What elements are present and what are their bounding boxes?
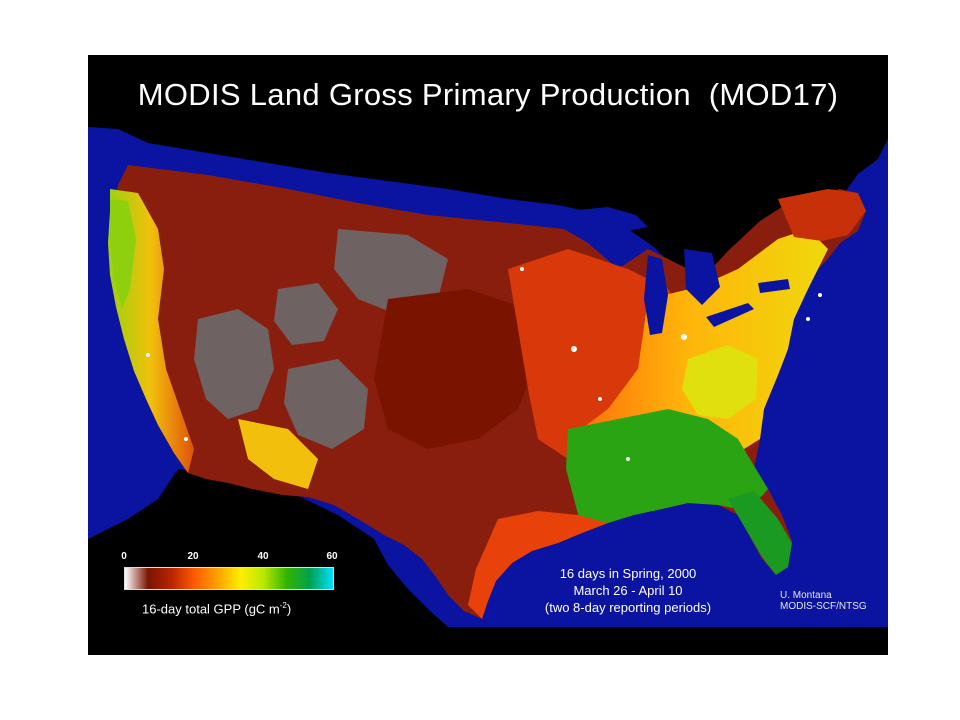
lake-erie bbox=[706, 303, 754, 327]
northeast-red bbox=[778, 189, 866, 241]
city-dot bbox=[184, 437, 188, 441]
pacific-green bbox=[110, 199, 136, 309]
legend-caption: 16-day total GPP (gC m-2) bbox=[142, 601, 291, 616]
barren-wyoming bbox=[274, 283, 338, 345]
lake-superior bbox=[568, 207, 648, 231]
gpp-map bbox=[88, 119, 888, 627]
gpp-legend: 0 20 40 60 16-day total GPP (gC m-2) bbox=[116, 551, 376, 631]
legend-tick: 40 bbox=[257, 551, 269, 562]
legend-caption-main: 16-day total GPP (gC m bbox=[142, 601, 280, 617]
city-dot bbox=[681, 334, 687, 340]
period-note: 16 days in Spring, 2000 March 26 - April… bbox=[528, 565, 728, 616]
city-dot bbox=[598, 397, 602, 401]
legend-caption-close: ) bbox=[286, 601, 292, 617]
city-dot bbox=[626, 457, 630, 461]
city-dot bbox=[146, 353, 150, 357]
lake-michigan bbox=[644, 255, 668, 335]
barren-high-plains bbox=[334, 229, 448, 315]
southeast-green bbox=[566, 409, 768, 529]
lake-ontario bbox=[758, 279, 790, 293]
legend-color-bar bbox=[124, 567, 334, 590]
legend-tick: 20 bbox=[187, 551, 199, 562]
credit: U. Montana MODIS-SCF/NTSG bbox=[780, 590, 867, 612]
barren-four-corners bbox=[284, 359, 368, 449]
credit-line: MODIS-SCF/NTSG bbox=[780, 601, 867, 612]
city-dot bbox=[806, 317, 810, 321]
legend-tick: 60 bbox=[326, 551, 338, 562]
florida-green bbox=[728, 491, 792, 575]
city-dot bbox=[571, 346, 577, 352]
city-dot bbox=[818, 293, 822, 297]
credit-line: U. Montana bbox=[780, 590, 832, 601]
appalachia-yellow bbox=[682, 345, 758, 419]
legend-tick: 0 bbox=[121, 551, 127, 562]
lake-huron bbox=[684, 249, 720, 305]
legend-caption-exponent: -2 bbox=[279, 601, 287, 610]
slide: MODIS Land Gross Primary Production (MOD… bbox=[88, 55, 888, 655]
slide-title: MODIS Land Gross Primary Production (MOD… bbox=[137, 77, 839, 112]
barren-great-basin bbox=[194, 309, 274, 419]
city-dot bbox=[520, 267, 524, 271]
plains-dark bbox=[374, 289, 538, 449]
period-line: March 26 - April 10 bbox=[573, 583, 683, 598]
map-svg bbox=[88, 119, 888, 627]
sierra-yellow bbox=[238, 419, 318, 489]
gulf-coast bbox=[468, 511, 608, 619]
period-line: 16 days in Spring, 2000 bbox=[559, 566, 697, 581]
period-line: (two 8-day reporting periods) bbox=[544, 600, 712, 615]
